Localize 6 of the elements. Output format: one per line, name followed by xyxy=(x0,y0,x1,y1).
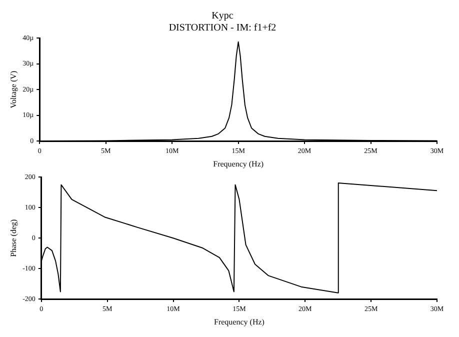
chart-subtitle: DISTORTION - IM: f1+f2 xyxy=(168,22,276,34)
x-axis-title: Frequency (Hz) xyxy=(214,317,265,326)
y-axis-title: Phase (deg) xyxy=(8,218,18,257)
chart-title: Kypc xyxy=(212,10,234,22)
x-axis-title: Frequency (Hz) xyxy=(213,159,264,168)
y-axis-title: Voltage (V) xyxy=(8,70,18,108)
